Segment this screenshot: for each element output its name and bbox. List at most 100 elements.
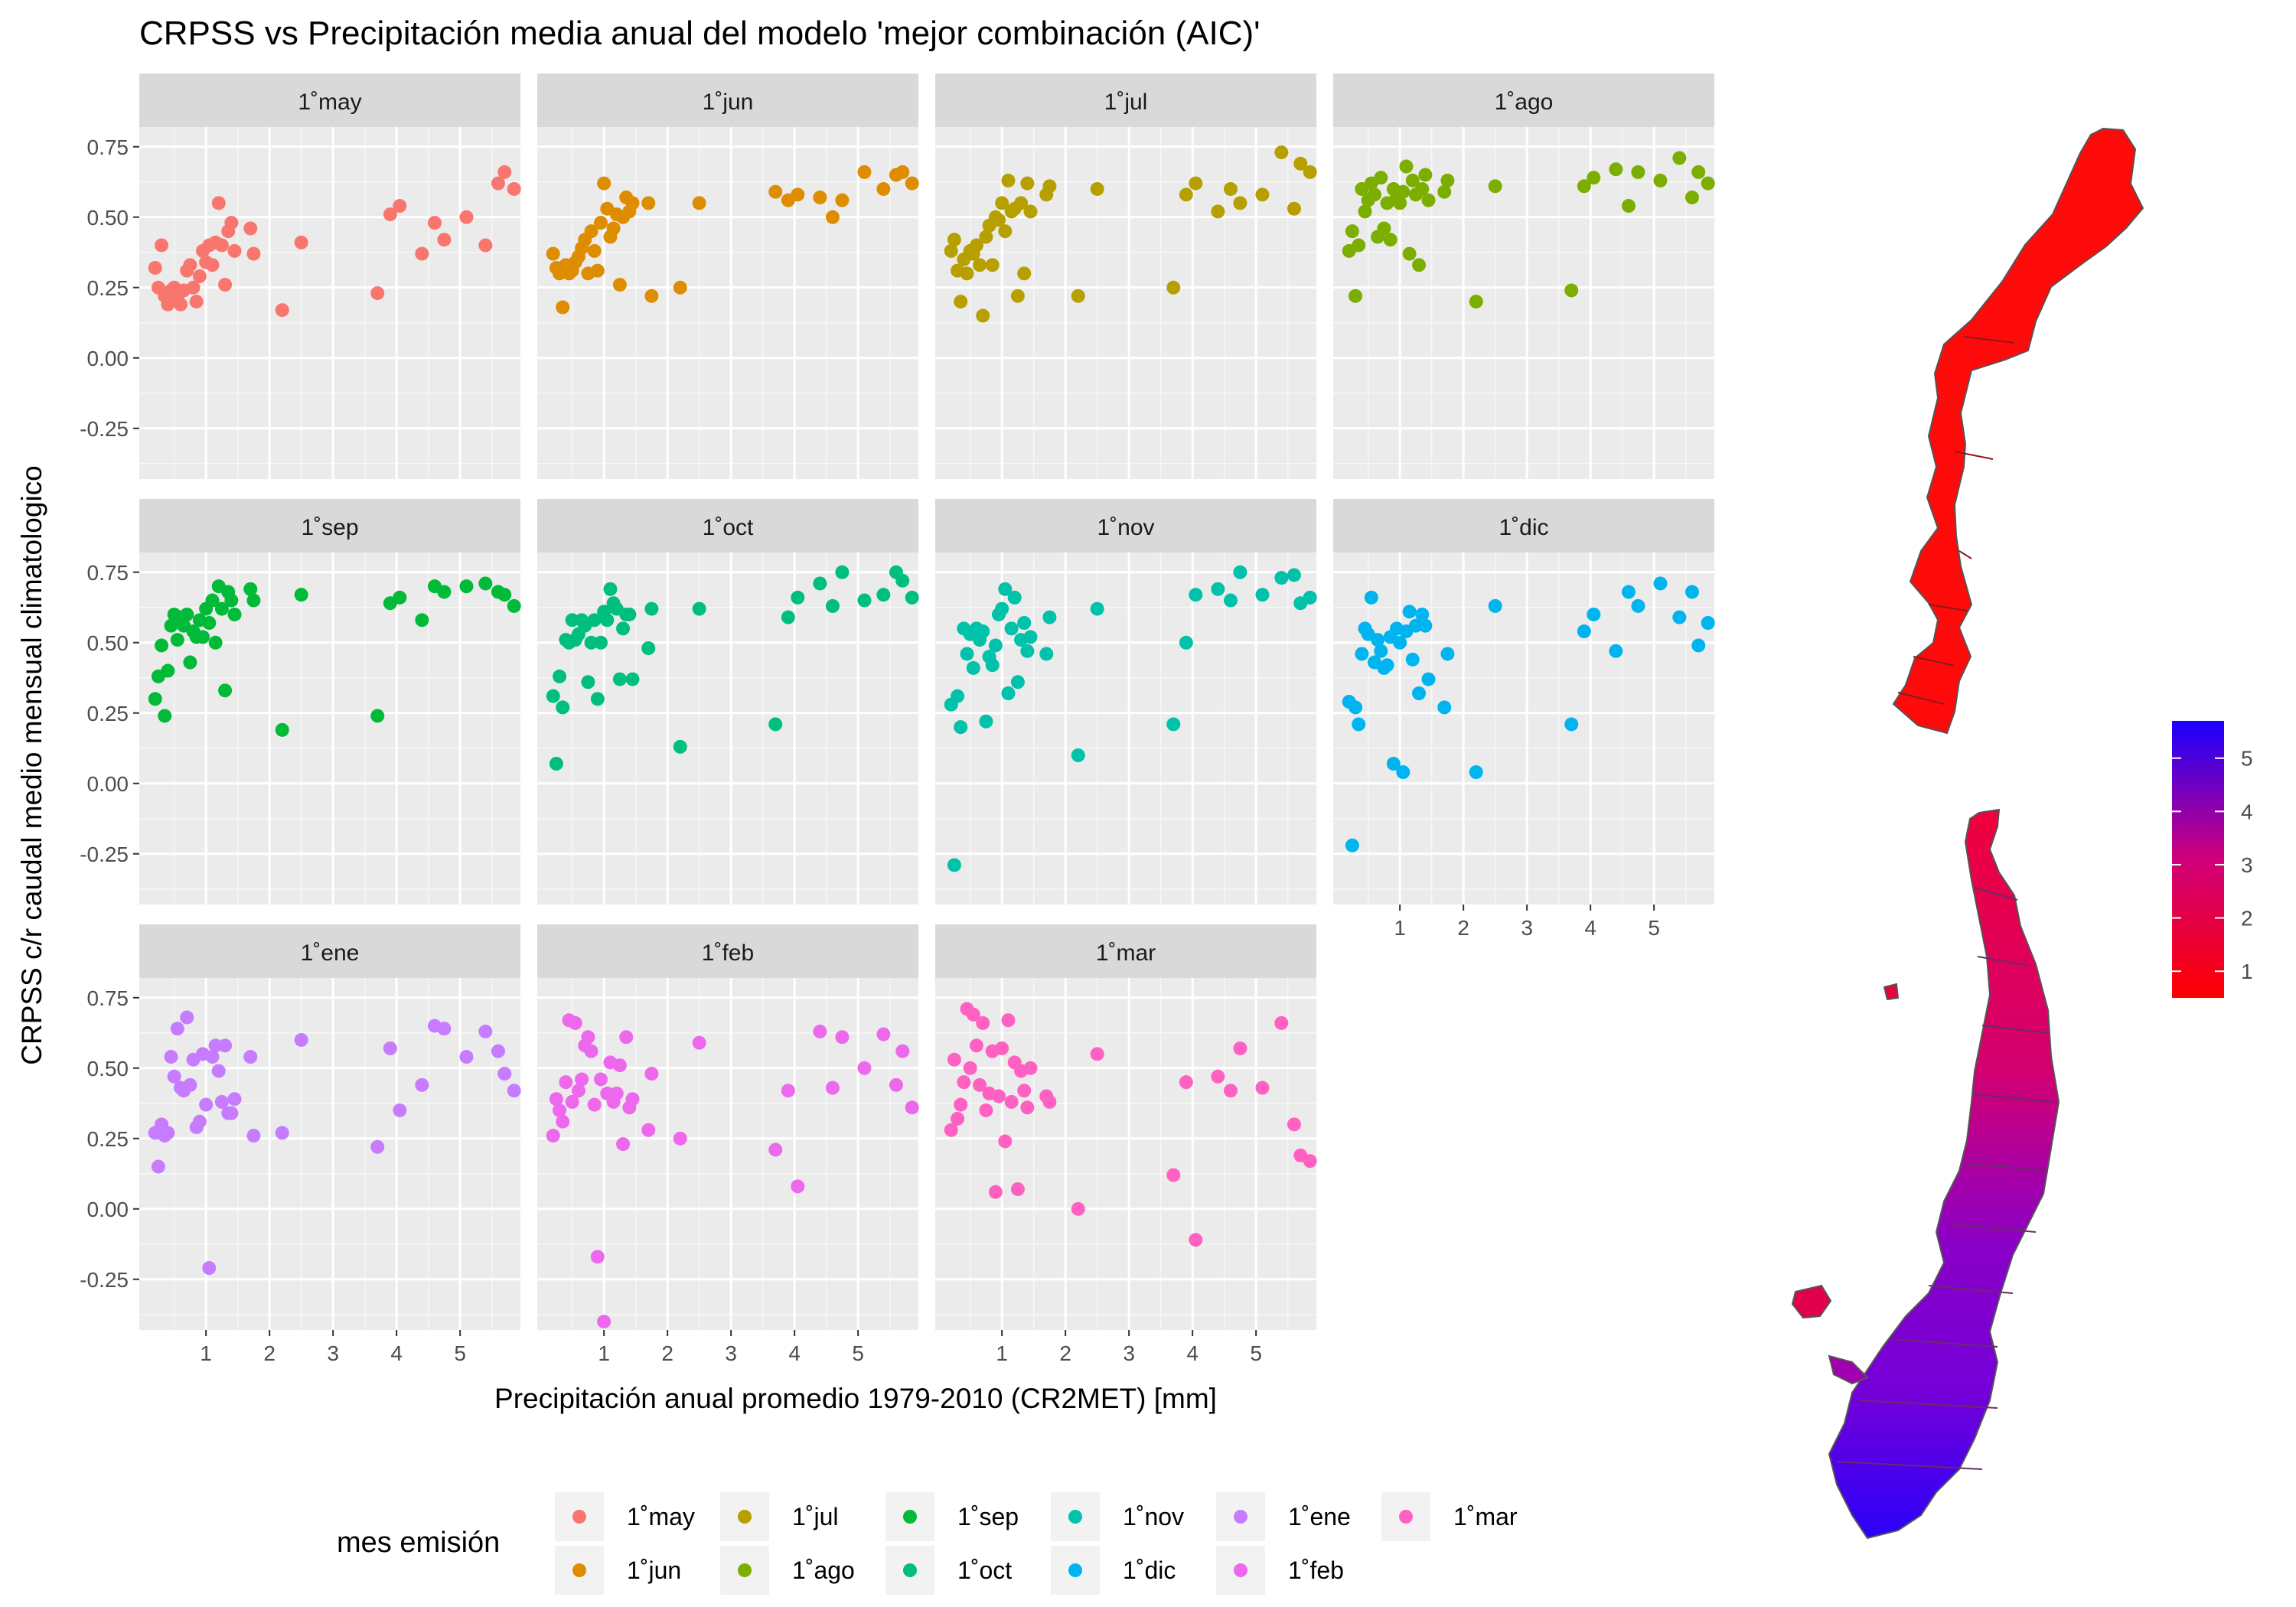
legend-marker <box>1234 1510 1247 1524</box>
legend-marker <box>572 1510 586 1524</box>
data-point <box>437 1022 452 1036</box>
data-point <box>1233 565 1247 579</box>
legend-entry: 1˚feb <box>1216 1546 1344 1595</box>
legend-marker <box>1068 1563 1082 1577</box>
data-point <box>992 1089 1006 1103</box>
legend-entry: 1˚sep <box>885 1492 1019 1541</box>
data-point <box>1303 165 1317 179</box>
data-point <box>876 588 891 602</box>
facet-strip-label: 1˚ene <box>301 940 360 966</box>
data-point <box>625 672 640 686</box>
data-point <box>1386 757 1401 771</box>
data-point <box>905 1100 919 1115</box>
data-point <box>214 238 229 253</box>
data-point <box>857 1061 872 1075</box>
data-point <box>791 187 805 202</box>
data-point <box>1001 1013 1016 1028</box>
data-point <box>1010 675 1025 689</box>
y-axis-title: CRPSS c/r caudal medio mensual climatolo… <box>16 465 47 1065</box>
data-point <box>199 1097 214 1112</box>
legend-label: 1˚may <box>627 1503 695 1530</box>
data-point <box>644 601 659 616</box>
data-point <box>1211 582 1225 596</box>
data-point <box>963 1061 977 1075</box>
data-point <box>1274 571 1289 585</box>
facet-panel: 1˚jun <box>537 73 919 479</box>
data-point <box>189 295 204 309</box>
data-point <box>791 590 805 605</box>
facet-panel: 1˚may -0.25 0.00 0.25 0.50 0.75 <box>80 73 521 479</box>
data-point <box>1609 644 1623 658</box>
data-point <box>546 689 560 703</box>
legend-label: 1˚ene <box>1288 1503 1351 1530</box>
data-point <box>1418 168 1433 182</box>
data-point <box>275 1126 289 1140</box>
data-point <box>478 238 493 253</box>
data-point <box>1367 187 1381 202</box>
data-point <box>1090 1047 1104 1061</box>
data-point <box>976 1015 990 1030</box>
data-point <box>556 700 570 715</box>
map-north-basins <box>1892 127 2144 735</box>
data-point <box>768 184 783 199</box>
data-point <box>1396 765 1411 780</box>
data-point <box>1020 1100 1035 1115</box>
facet-strip <box>537 924 918 978</box>
data-point <box>205 1050 220 1064</box>
x-tick-label: 5 <box>1648 916 1660 940</box>
data-point <box>1345 838 1359 852</box>
data-point <box>590 263 605 278</box>
data-point <box>202 616 217 630</box>
data-point <box>995 196 1009 210</box>
data-point <box>1189 1233 1203 1247</box>
data-point <box>1345 224 1359 239</box>
data-point <box>895 165 910 179</box>
data-point <box>616 1137 631 1152</box>
data-point <box>507 181 521 196</box>
data-point <box>895 1044 910 1058</box>
data-point <box>692 1035 706 1050</box>
data-point <box>1399 159 1414 174</box>
x-tick-label: 2 <box>1059 1341 1071 1365</box>
data-point <box>813 576 827 591</box>
legend-entry: 1˚ago <box>720 1546 855 1595</box>
data-point <box>587 243 602 258</box>
data-point <box>208 635 223 650</box>
y-tick-label: 0.25 <box>87 1127 129 1151</box>
facet-strip-label: 1˚oct <box>703 515 754 540</box>
data-point <box>781 610 795 624</box>
data-point <box>1402 605 1417 619</box>
data-point <box>459 579 474 594</box>
data-point <box>1179 187 1193 202</box>
data-point <box>1393 635 1407 650</box>
data-point <box>1042 1094 1057 1109</box>
legend-entry: 1˚ene <box>1216 1492 1351 1541</box>
x-tick-label: 3 <box>1123 1341 1135 1365</box>
data-point <box>1355 647 1369 661</box>
data-point <box>478 576 493 591</box>
legend-marker <box>572 1563 586 1577</box>
data-point <box>183 655 197 670</box>
data-point <box>192 1114 207 1129</box>
data-point <box>944 243 958 258</box>
map-south-basin-lines <box>1836 887 2055 1470</box>
data-point <box>1007 590 1022 605</box>
data-point <box>905 590 919 605</box>
data-point <box>1255 1081 1270 1095</box>
data-point <box>692 196 706 210</box>
data-point <box>1684 585 1699 599</box>
data-point <box>1293 156 1308 171</box>
data-point <box>947 233 961 247</box>
map-south-basins <box>1828 808 2060 1540</box>
data-point <box>1255 588 1270 602</box>
data-point <box>954 295 968 309</box>
data-point <box>227 1092 242 1107</box>
data-point <box>370 286 385 301</box>
data-point <box>214 601 229 616</box>
data-point <box>214 1094 229 1109</box>
data-point <box>1042 610 1057 624</box>
data-point <box>218 683 233 698</box>
facet-strip <box>139 499 520 553</box>
data-point <box>383 207 397 222</box>
